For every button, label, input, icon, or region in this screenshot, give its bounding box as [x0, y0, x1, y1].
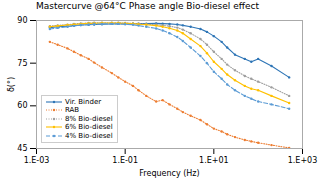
svg-text:60: 60: [17, 101, 27, 110]
svg-text:90: 90: [17, 16, 27, 25]
svg-text:1.E-01: 1.E-01: [112, 156, 138, 165]
svg-text:1.E+03: 1.E+03: [288, 156, 318, 165]
svg-text:Frequency (Hz): Frequency (Hz): [139, 169, 199, 178]
html-text:Mastercurve @64°C Phase angle: Mastercurve @64°C Phase angle Bio-diesel…: [36, 1, 259, 11]
svg-text:75: 75: [17, 59, 27, 68]
svg-text:δ(°): δ(°): [7, 77, 16, 92]
svg-text:45: 45: [17, 144, 27, 153]
html-text:Vir. Binder: Vir. Binder: [65, 97, 102, 106]
svg-text:1.E+01: 1.E+01: [199, 156, 229, 165]
html-text:6% Bio-diesel: 6% Bio-diesel: [65, 123, 113, 131]
html-text:RAB: RAB: [65, 106, 80, 114]
html-text:4% Bio-diesel: 4% Bio-diesel: [65, 131, 113, 140]
html-text:8% Bio-diesel: 8% Bio-diesel: [65, 114, 113, 123]
svg-text:1.E-03: 1.E-03: [24, 156, 50, 165]
